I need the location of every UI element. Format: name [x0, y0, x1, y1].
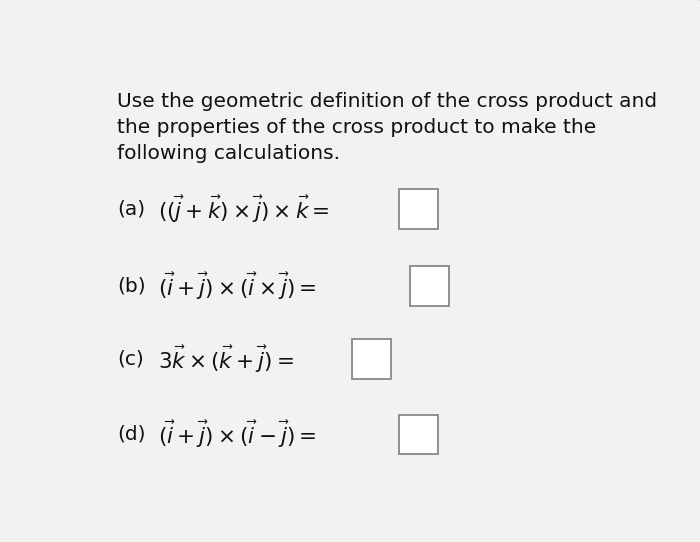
Bar — [400, 415, 438, 454]
Bar — [410, 267, 449, 306]
Text: (d): (d) — [118, 425, 146, 444]
Text: Use the geometric definition of the cross product and: Use the geometric definition of the cros… — [118, 92, 657, 111]
Text: (b): (b) — [118, 277, 146, 296]
Text: $(\vec{i}+\vec{j})\times(\vec{i}\times\vec{j})=$: $(\vec{i}+\vec{j})\times(\vec{i}\times\v… — [158, 270, 316, 302]
Text: $3\vec{k}\times(\vec{k}+\vec{j})=$: $3\vec{k}\times(\vec{k}+\vec{j})=$ — [158, 344, 294, 375]
Text: $(\vec{i}+\vec{j})\times(\vec{i}-\vec{j})=$: $(\vec{i}+\vec{j})\times(\vec{i}-\vec{j}… — [158, 419, 316, 450]
Text: (a): (a) — [118, 199, 146, 218]
Text: (c): (c) — [118, 350, 144, 369]
Bar — [352, 339, 391, 379]
Text: the properties of the cross product to make the: the properties of the cross product to m… — [118, 118, 596, 137]
Text: $((\vec{j}+\vec{k})\times\vec{j})\times\vec{k}=$: $((\vec{j}+\vec{k})\times\vec{j})\times\… — [158, 193, 330, 224]
Text: following calculations.: following calculations. — [118, 144, 340, 163]
Bar — [400, 189, 438, 229]
